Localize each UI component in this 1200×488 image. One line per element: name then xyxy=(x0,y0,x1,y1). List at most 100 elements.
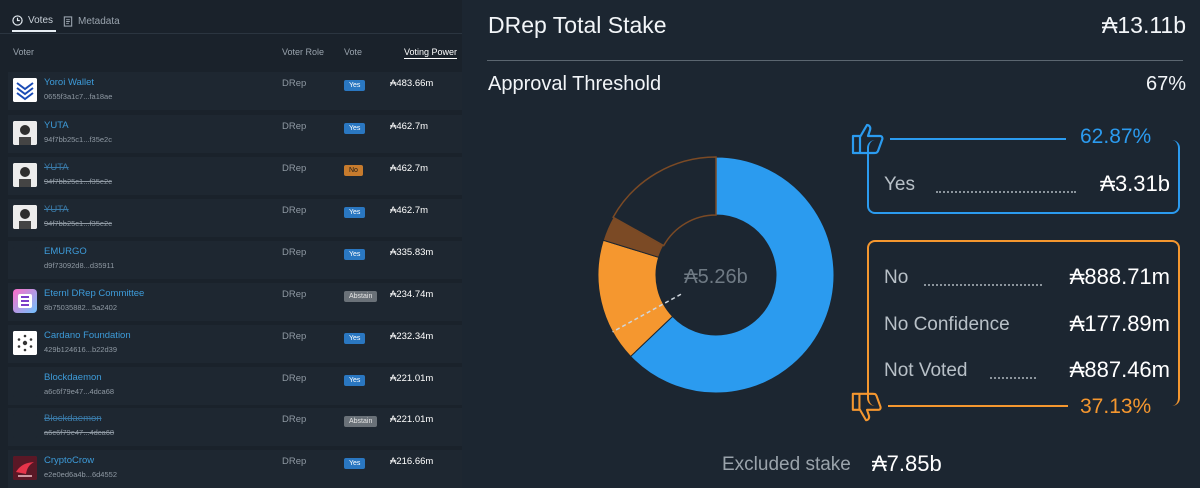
voter-id: 94f7bb25c1...f35e2c xyxy=(44,135,112,144)
table-row[interactable]: Eternl DRep Committee 8b75035882...5a240… xyxy=(8,283,462,321)
not-voted-label: Not Voted xyxy=(884,360,968,381)
voting-power: ₳462.7m xyxy=(390,163,429,174)
no-connector-line xyxy=(888,405,1068,407)
approval-threshold-label: Approval Threshold xyxy=(488,73,662,95)
vote-badge: Yes xyxy=(344,458,366,469)
no-label: No xyxy=(884,267,909,288)
voter-name[interactable]: YUTA xyxy=(44,120,69,131)
vote-badge: Yes xyxy=(344,375,366,386)
vote-badge: Abstain xyxy=(344,291,378,302)
voter-name[interactable]: Eternl DRep Committee xyxy=(44,288,145,299)
voter-name[interactable]: Cardano Foundation xyxy=(44,330,131,341)
yes-label: Yes xyxy=(884,174,915,195)
clock-icon xyxy=(12,14,23,26)
person-portrait-icon xyxy=(13,163,37,187)
table-row[interactable]: Blockdaemon a6c6f79e47...4dca68 DRep Yes… xyxy=(8,367,462,405)
voter-name[interactable]: Blockdaemon xyxy=(44,372,102,383)
eternl-logo-icon xyxy=(13,289,37,313)
no-percentage: 37.13% xyxy=(1080,395,1152,418)
dot-leader xyxy=(924,284,1042,286)
voter-name[interactable]: Blockdaemon xyxy=(44,413,102,424)
header-voter-role[interactable]: Voter Role xyxy=(282,47,325,57)
avatar xyxy=(13,331,37,355)
avatar xyxy=(13,373,37,397)
table-row[interactable]: Blockdaemon a6c6f79e47...4dca68 DRep Abs… xyxy=(8,408,462,446)
table-row[interactable]: YUTA 94f7bb25c1...f35e2c DRep No ₳462.7m xyxy=(8,157,462,195)
avatar xyxy=(13,414,37,438)
voter-id: 94f7bb25c1...f35e2c xyxy=(44,177,112,186)
dot-leader xyxy=(936,191,1076,193)
voter-id: a6c6f79e47...4dca68 xyxy=(44,428,115,437)
table-row[interactable]: Cardano Foundation 429b124616...b22d39 D… xyxy=(8,325,462,363)
voter-name[interactable]: YUTA xyxy=(44,162,69,173)
no-summary-box xyxy=(867,240,1180,406)
vote-badge: Yes xyxy=(344,123,366,134)
voter-id: 0655f3a1c7...fa18ae xyxy=(44,92,113,101)
person-portrait-icon xyxy=(13,205,37,229)
table-row[interactable]: YUTA 94f7bb25c1...f35e2c DRep Yes ₳462.7… xyxy=(8,199,462,237)
threshold-marker xyxy=(612,293,682,333)
voter-role: DRep xyxy=(282,121,307,132)
excluded-stake-label: Excluded stake xyxy=(722,454,851,475)
approval-threshold-value: 67% xyxy=(1145,73,1186,95)
header-voting-power[interactable]: Voting Power xyxy=(404,47,458,59)
voting-power: ₳216.66m xyxy=(390,456,434,467)
tab-votes-label: Votes xyxy=(28,14,54,26)
total-stake-value: ₳13.11b xyxy=(1102,12,1186,38)
tab-votes[interactable]: Votes xyxy=(12,10,56,32)
table-header: Voter Voter Role Vote Voting Power xyxy=(0,45,462,61)
yes-summary-box xyxy=(867,140,1180,214)
avatar xyxy=(13,78,37,102)
avatar xyxy=(13,163,37,187)
voter-id: 429b124616...b22d39 xyxy=(44,345,117,354)
no-stake-value: ₳888.71m xyxy=(1069,264,1170,289)
voter-role: DRep xyxy=(282,78,307,89)
voter-name[interactable]: YUTA xyxy=(44,204,69,215)
voter-role: DRep xyxy=(282,163,307,174)
table-row[interactable]: CryptoCrow e2e0ed6a4b...6d4552 DRep Yes … xyxy=(8,450,462,488)
voting-power: ₳234.74m xyxy=(390,289,434,300)
yes-stake-value: ₳3.31b xyxy=(1100,171,1170,196)
voting-power: ₳462.7m xyxy=(390,121,429,132)
tab-metadata[interactable]: Metadata xyxy=(63,10,120,32)
voter-id: a6c6f79e47...4dca68 xyxy=(44,387,115,396)
donut-slice-not-voted[interactable] xyxy=(612,156,717,247)
vote-badge: Yes xyxy=(344,80,366,91)
voting-power: ₳232.34m xyxy=(390,331,434,342)
avatar xyxy=(13,121,37,145)
voter-role: DRep xyxy=(282,331,307,342)
thumbs-down-icon xyxy=(851,392,882,422)
person-portrait-icon xyxy=(13,121,37,145)
cryptocrow-logo-icon xyxy=(13,456,37,480)
voter-id: 94f7bb25c1...f35e2c xyxy=(44,219,112,228)
thumbs-up-icon xyxy=(851,123,884,155)
donut-slice-yes[interactable] xyxy=(629,156,835,394)
voter-role: DRep xyxy=(282,414,307,425)
yes-percentage: 62.87% xyxy=(1080,125,1152,148)
header-vote[interactable]: Vote xyxy=(344,47,363,57)
table-row[interactable]: Yoroi Wallet 0655f3a1c7...fa18ae DRep Ye… xyxy=(8,72,462,110)
vote-badge: No xyxy=(344,165,363,176)
table-row[interactable]: YUTA 94f7bb25c1...f35e2c DRep Yes ₳462.7… xyxy=(8,115,462,153)
voter-role: DRep xyxy=(282,247,307,258)
avatar xyxy=(13,289,37,313)
vote-badge: Abstain xyxy=(344,416,378,427)
voter-name[interactable]: Yoroi Wallet xyxy=(44,77,94,88)
no-confidence-label: No Confidence xyxy=(884,314,1010,335)
vote-donut-chart: ₳5.26b xyxy=(597,156,835,394)
voter-name[interactable]: CryptoCrow xyxy=(44,455,95,466)
voting-power: ₳462.7m xyxy=(390,205,429,216)
voter-id: 8b75035882...5a2402 xyxy=(44,303,117,312)
donut-center-value: ₳5.26b xyxy=(684,266,747,288)
voting-power: ₳221.01m xyxy=(390,414,434,425)
vote-badge: Yes xyxy=(344,249,366,260)
table-row[interactable]: EMURGO d9f73092d8...d35911 DRep Yes ₳335… xyxy=(8,241,462,279)
voter-name[interactable]: EMURGO xyxy=(44,246,87,257)
cardano-logo-icon xyxy=(13,331,37,355)
header-voter[interactable]: Voter xyxy=(13,47,35,57)
voting-power: ₳483.66m xyxy=(390,78,434,89)
no-confidence-value: ₳177.89m xyxy=(1069,311,1170,336)
divider xyxy=(487,60,1183,61)
yes-connector-line xyxy=(890,138,1066,140)
voter-role: DRep xyxy=(282,205,307,216)
